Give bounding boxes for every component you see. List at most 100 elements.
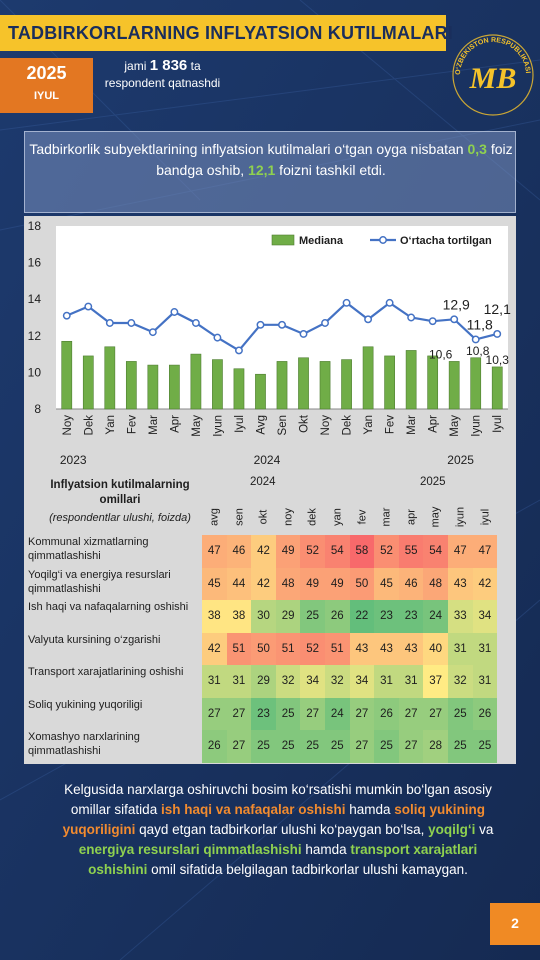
heatmap-cell: 27: [349, 730, 375, 763]
heatmap-cell: 27: [202, 697, 227, 730]
y-tick-label: 14: [28, 292, 42, 306]
heatmap-cell: 22: [349, 600, 375, 633]
x-year-label: 2023: [60, 453, 87, 467]
heatmap-cell: 31: [472, 632, 498, 665]
median-bar: [491, 366, 503, 410]
conclusion-part: hamda: [301, 842, 351, 857]
x-tick-label: Iyun: [212, 415, 224, 437]
heatmap-cell: 31: [374, 665, 399, 698]
weighted-average-point: [191, 319, 200, 327]
heatmap-cell: 23: [374, 600, 399, 633]
heatmap-cell: 37: [423, 665, 448, 698]
heatmap-year-label: 2025: [420, 476, 446, 488]
median-bar: [82, 355, 94, 410]
heatmap-cell: 47: [202, 535, 227, 568]
heatmap-cell: 58: [349, 535, 375, 568]
conclusion-part: Kelgusida narxlarga oshiruvchi bosim ko‘…: [64, 782, 492, 817]
heatmap-cell: 32: [325, 665, 350, 698]
heatmap-cell: 43: [448, 567, 473, 600]
heatmap-column-label: sen: [233, 508, 246, 526]
heatmap-row-label: Kommunal xizmatlarning qimmatlashishi: [28, 536, 149, 562]
x-tick-label: May: [191, 415, 203, 437]
heatmap-column-label: fev: [356, 509, 369, 525]
median-bar: [212, 359, 223, 410]
conclusion-part: qayd etgan tadbirkorlar ulushi ko‘paygan…: [135, 822, 429, 837]
x-tick-label: Iyul: [492, 415, 504, 433]
heatmap-cell: 25: [374, 730, 399, 763]
line-data-label: 12,1: [484, 301, 511, 317]
x-tick-label: Fev: [385, 415, 397, 434]
heatmap-row-label: Ish haqi va nafaqalarning oshishi: [28, 601, 189, 613]
heatmap-row-label: Xomashyo narxlarining qimmatlashishi: [28, 731, 140, 757]
highlight-energy: energiya resurslari qimmatlashishi: [78, 842, 302, 857]
heatmap-cell: 49: [300, 567, 325, 600]
conclusion-part: va: [475, 822, 494, 837]
heatmap-cell: 31: [202, 665, 227, 698]
weighted-average-point: [299, 330, 308, 338]
y-tick-label: 10: [28, 365, 42, 379]
heatmap-cell: 31: [472, 665, 498, 698]
heatmap-column-label: may: [429, 506, 442, 528]
highlight-wages: ish haqi va nafaqalar oshishi: [160, 802, 346, 817]
heatmap-cell: 43: [374, 632, 399, 665]
intro-part: Tadbirkorlik subyektlarining inflyatsion…: [29, 141, 468, 157]
bar-data-label: 10,3: [486, 353, 510, 367]
x-tick-label: Sen: [277, 415, 289, 435]
legend-bar-swatch: [271, 234, 295, 246]
heatmap-cell: 25: [275, 697, 301, 730]
median-bar: [104, 346, 116, 410]
heatmap-cell: 52: [374, 535, 399, 568]
heatmap-cell: 46: [398, 567, 424, 600]
heatmap-cell: 26: [325, 600, 350, 633]
heatmap-cell: 25: [448, 697, 473, 730]
x-tick-label: Yan: [363, 415, 375, 435]
heatmap-row-label: Yoqilg‘i va energiya resurslari qimmatla…: [28, 568, 171, 595]
weighted-average-point: [428, 317, 437, 326]
heatmap-column-label: avg: [208, 508, 221, 526]
median-bar: [470, 357, 482, 410]
table-subtitle: (respondentlar ulushi, foizda): [49, 512, 191, 524]
highlight-tax: soliq yukining yuqoriligini: [62, 802, 486, 837]
weighted-average-point: [62, 311, 71, 320]
median-bar: [125, 361, 137, 410]
heatmap-cell: 25: [472, 730, 498, 763]
heatmap-cell: 25: [300, 730, 325, 763]
heatmap-column-label: yan: [331, 508, 344, 526]
heatmap-cell: 25: [251, 730, 276, 763]
highlight-fuel: yoqilg‘i: [428, 822, 476, 837]
page-title: TADBIRKORLARNING INFLYATSION KUTILMALARI: [8, 23, 453, 43]
x-tick-label: Mar: [148, 415, 160, 435]
date-badge: 2025 IYUL: [0, 58, 93, 113]
median-bar: [255, 373, 266, 410]
y-tick-label: 18: [28, 219, 42, 233]
heatmap-cell: 25: [275, 730, 301, 763]
heatmap-cell: 49: [275, 535, 301, 568]
heatmap-cell: 23: [251, 697, 276, 730]
heatmap-column-label: dek: [306, 508, 319, 526]
central-bank-logo: O‘ZBEKISTON RESPUBLIKASI MARKAZIY BANKI …: [448, 30, 534, 116]
heatmap-cell: 49: [325, 567, 350, 600]
legend-bar-label: Mediana: [299, 235, 344, 247]
conclusion-text: Kelgusida narxlarga oshiruvchi bosim ko‘…: [58, 780, 498, 880]
median-bar: [298, 357, 309, 410]
weighted-average-point: [235, 346, 243, 355]
median-bar: [190, 353, 202, 410]
heatmap-cell: 47: [472, 535, 498, 568]
y-tick-label: 12: [28, 329, 42, 343]
x-tick-label: Noy: [62, 415, 74, 436]
heatmap-row-label: Soliq yukining yuqoriligi: [28, 698, 143, 711]
heatmap-cell: 26: [374, 697, 399, 730]
heatmap-cell: 51: [275, 632, 301, 665]
inflation-expectations-chart: 8 10 12 14 16 18 Noy Dek Yan Fev Mar Apr May Iyun Iyul…: [28, 219, 511, 467]
x-tick-label: Noy: [320, 415, 332, 436]
x-tick-label: Okt: [299, 414, 311, 433]
heatmap-cell: 38: [202, 600, 227, 633]
weighted-average-point: [84, 302, 93, 311]
x-tick-label: May: [449, 415, 461, 437]
weighted-average-point: [256, 320, 265, 329]
x-tick-label: Dek: [342, 415, 354, 436]
heatmap-cell: 27: [398, 730, 424, 763]
heatmap-cell: 54: [423, 535, 448, 568]
x-tick-label: Yan: [105, 415, 117, 435]
x-tick-label: Avg: [255, 415, 267, 435]
